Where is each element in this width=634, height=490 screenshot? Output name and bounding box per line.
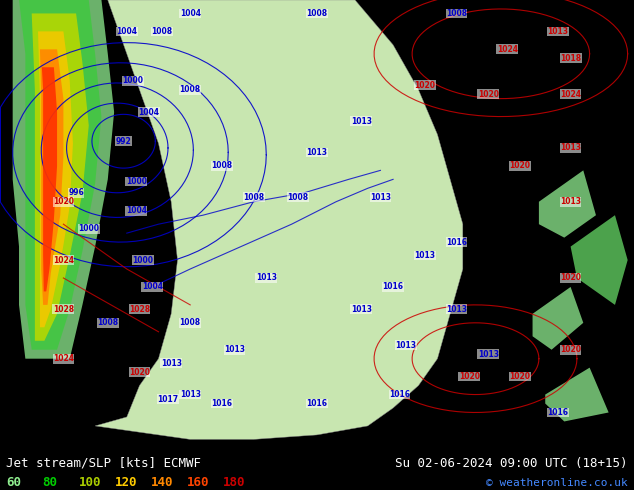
Text: 1018: 1018: [560, 54, 581, 63]
Text: 1013: 1013: [351, 117, 372, 125]
Text: 1020: 1020: [414, 81, 436, 90]
Text: 100: 100: [79, 476, 101, 489]
Text: 1020: 1020: [458, 372, 480, 381]
Polygon shape: [19, 0, 101, 350]
Text: 60: 60: [6, 476, 22, 489]
Text: 1008: 1008: [179, 85, 201, 94]
Text: © weatheronline.co.uk: © weatheronline.co.uk: [486, 477, 628, 488]
Text: 1013: 1013: [395, 341, 417, 350]
Text: Jet stream/SLP [kts] ECMWF: Jet stream/SLP [kts] ECMWF: [6, 457, 202, 470]
Text: 160: 160: [187, 476, 209, 489]
Text: 1013: 1013: [351, 305, 372, 314]
Text: 1008: 1008: [211, 161, 233, 171]
Text: 1013: 1013: [560, 197, 581, 206]
Polygon shape: [13, 0, 114, 359]
Polygon shape: [95, 0, 463, 440]
Text: 1004: 1004: [126, 206, 147, 215]
Text: 1020: 1020: [509, 161, 531, 171]
Text: 1016: 1016: [547, 408, 569, 417]
Text: 1008: 1008: [151, 27, 172, 36]
Text: 1013: 1013: [560, 144, 581, 152]
Text: 80: 80: [42, 476, 58, 489]
Text: 996: 996: [68, 188, 84, 197]
Text: 1016: 1016: [389, 390, 410, 399]
Polygon shape: [32, 31, 73, 327]
Text: 1000: 1000: [126, 177, 147, 186]
Text: 1004: 1004: [138, 108, 160, 117]
Text: 1013: 1013: [256, 273, 277, 282]
Text: 992: 992: [116, 137, 131, 146]
Text: 1024: 1024: [53, 256, 74, 265]
Text: 1004: 1004: [179, 9, 201, 18]
Polygon shape: [36, 49, 63, 305]
Text: 140: 140: [151, 476, 173, 489]
Polygon shape: [539, 171, 596, 238]
Text: 1013: 1013: [370, 193, 391, 202]
Text: 1020: 1020: [477, 90, 499, 98]
Text: 1020: 1020: [129, 368, 150, 377]
Text: 1013: 1013: [224, 345, 245, 354]
Text: 1008: 1008: [97, 318, 119, 327]
Text: 1004: 1004: [116, 27, 138, 36]
Text: 1028: 1028: [129, 305, 150, 314]
Text: 1028: 1028: [53, 305, 74, 314]
Text: 1000: 1000: [122, 76, 144, 85]
Polygon shape: [39, 67, 57, 292]
Text: 120: 120: [115, 476, 137, 489]
Text: 1020: 1020: [509, 372, 531, 381]
Text: 1013: 1013: [477, 350, 499, 359]
Text: 1016: 1016: [211, 399, 233, 408]
Polygon shape: [571, 215, 628, 305]
Text: 1013: 1013: [414, 251, 436, 260]
Text: 1024: 1024: [53, 354, 74, 363]
Text: 1008: 1008: [287, 193, 309, 202]
Text: 1020: 1020: [560, 273, 581, 282]
Text: 1008: 1008: [446, 9, 467, 18]
Text: 1024: 1024: [496, 45, 518, 54]
Text: 1017: 1017: [157, 394, 179, 404]
Text: 1013: 1013: [446, 305, 467, 314]
Text: 1020: 1020: [560, 345, 581, 354]
Text: 1024: 1024: [560, 90, 581, 98]
Polygon shape: [533, 287, 583, 350]
Polygon shape: [545, 368, 609, 421]
Text: 1016: 1016: [382, 282, 404, 292]
Text: 1013: 1013: [179, 390, 201, 399]
Text: 1013: 1013: [547, 27, 569, 36]
Text: Su 02-06-2024 09:00 UTC (18+15): Su 02-06-2024 09:00 UTC (18+15): [395, 457, 628, 470]
Text: 1000: 1000: [78, 224, 100, 233]
Polygon shape: [25, 13, 89, 341]
Text: 1013: 1013: [306, 148, 328, 157]
Text: 1000: 1000: [132, 256, 153, 265]
Text: 1004: 1004: [141, 282, 163, 292]
Text: 1008: 1008: [179, 318, 201, 327]
Text: 180: 180: [223, 476, 245, 489]
Text: 1016: 1016: [446, 238, 467, 246]
Text: 1008: 1008: [243, 193, 264, 202]
Text: 1016: 1016: [306, 399, 328, 408]
Text: 1008: 1008: [306, 9, 328, 18]
Text: 1020: 1020: [53, 197, 74, 206]
Text: 1013: 1013: [160, 359, 182, 368]
